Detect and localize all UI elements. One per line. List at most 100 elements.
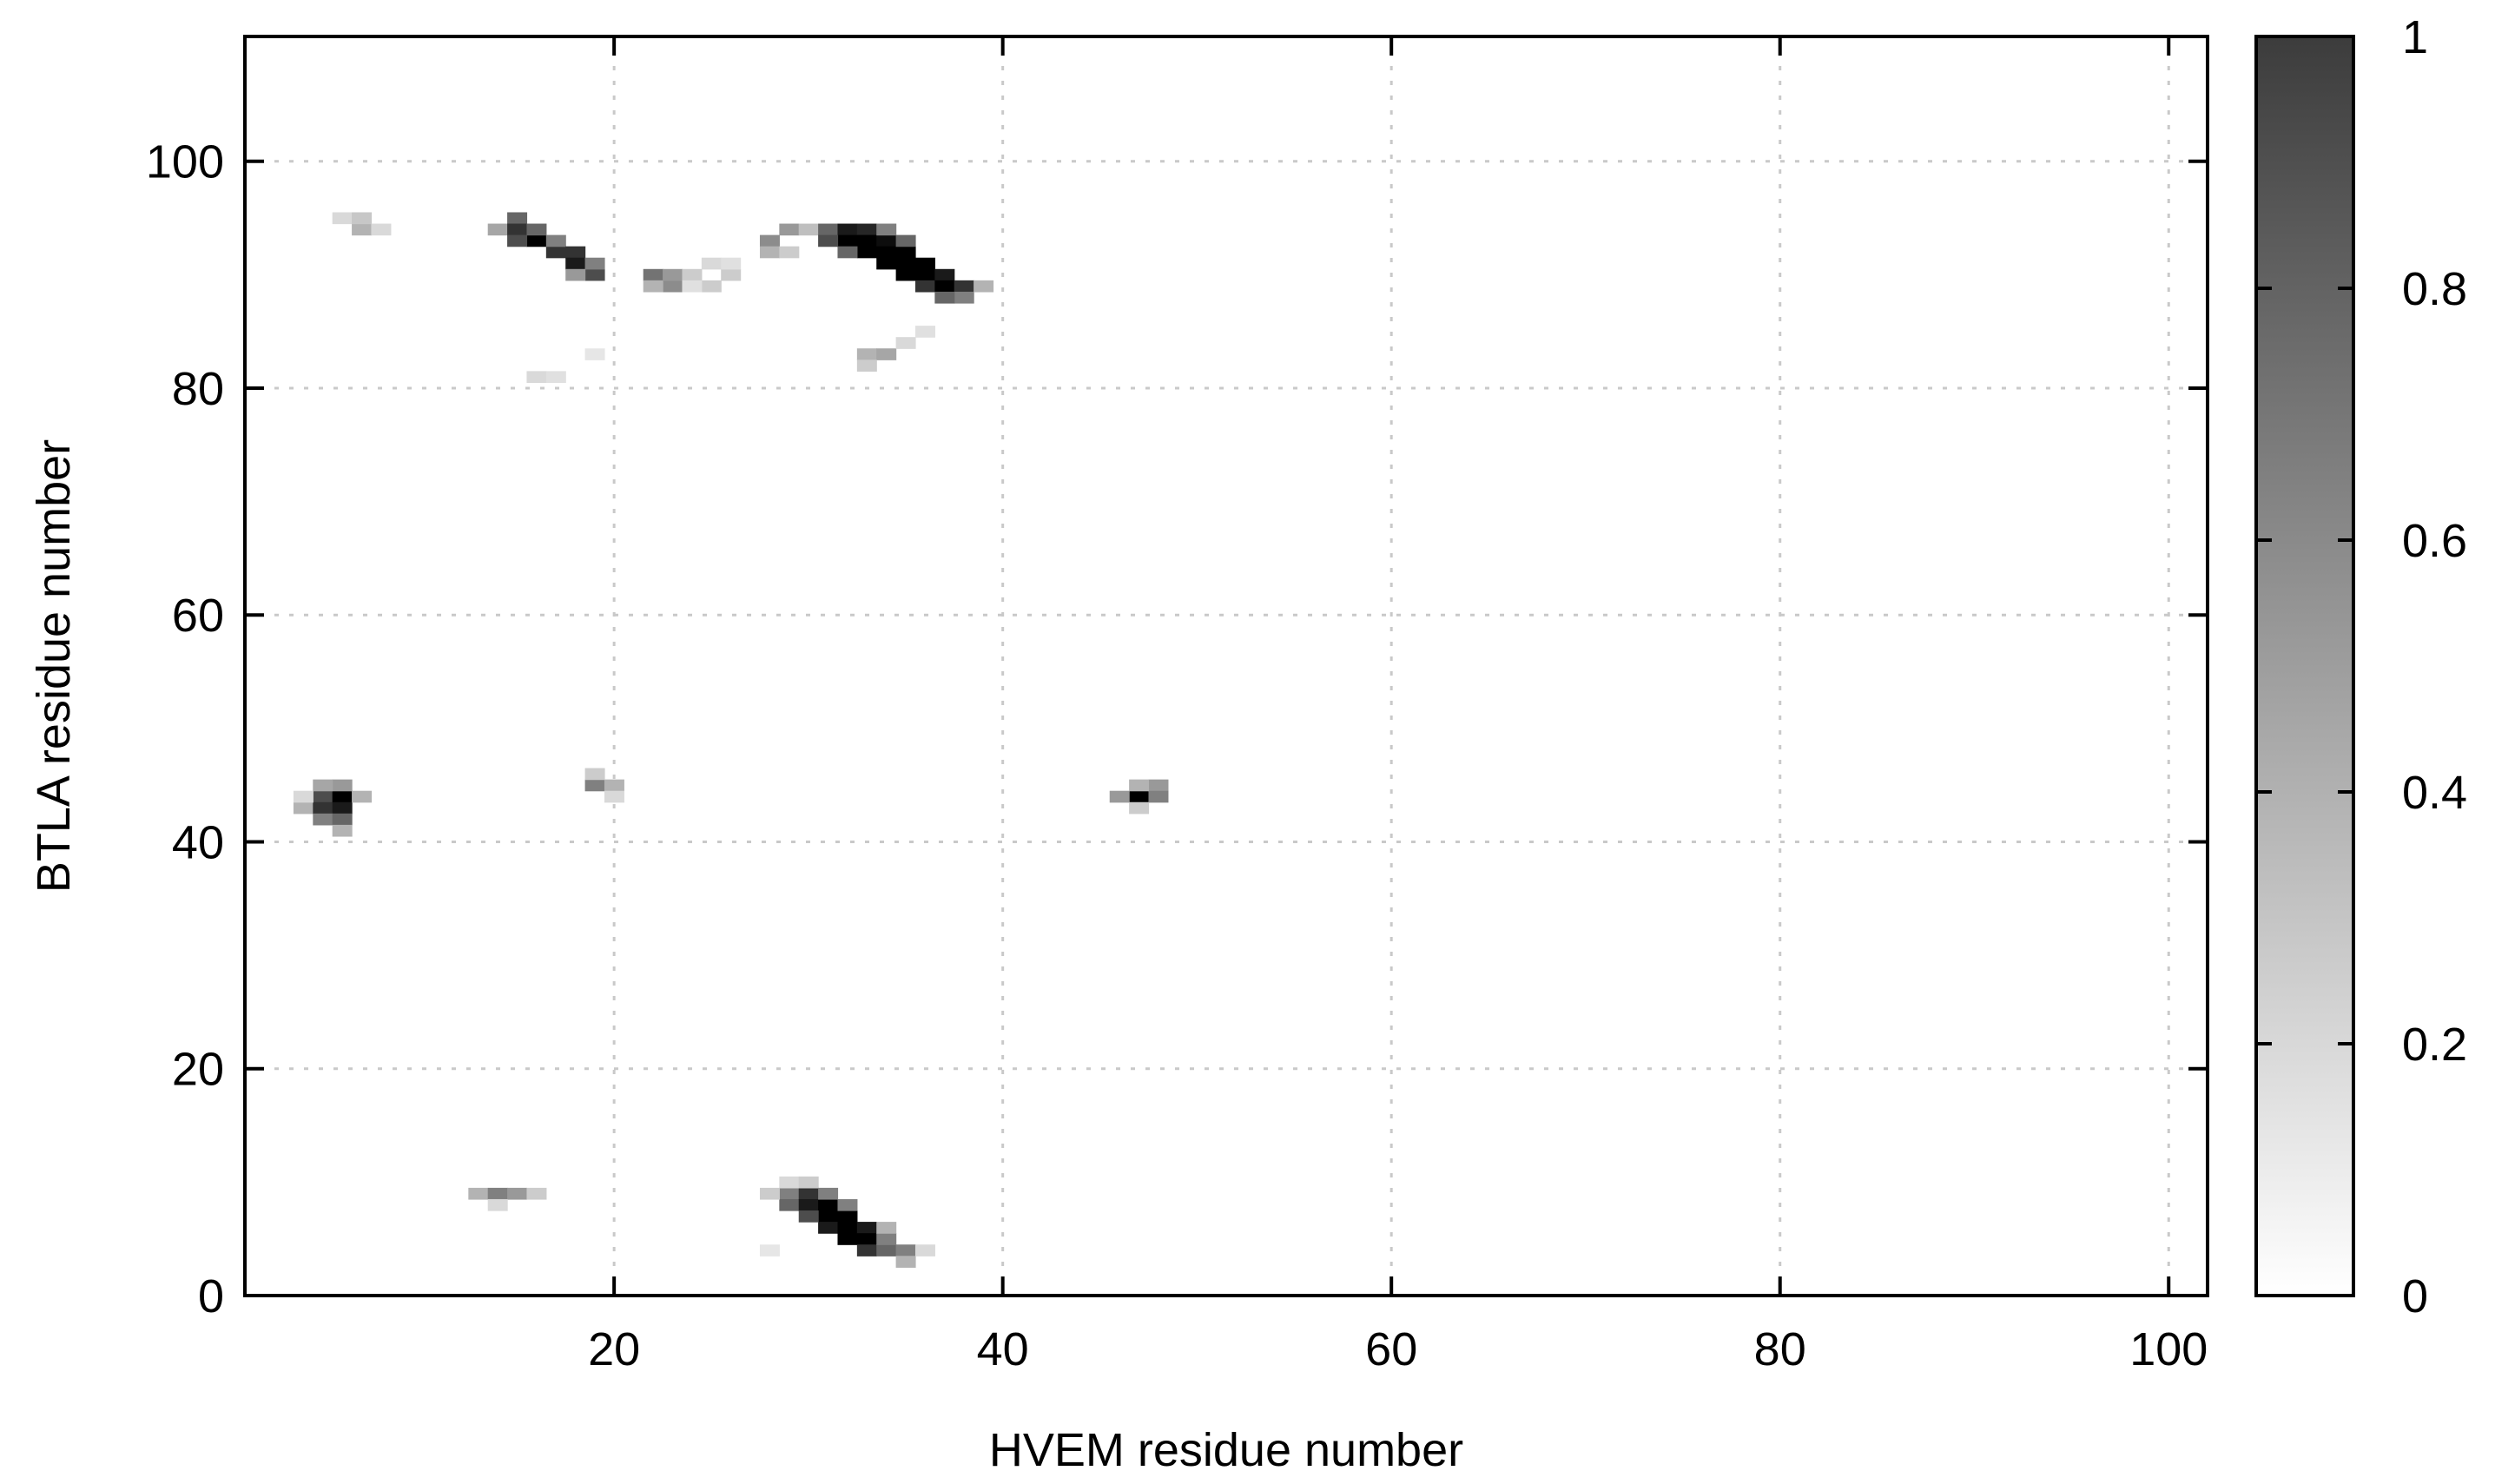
heatmap-cell [818,1222,839,1234]
heatmap-cell [584,779,605,792]
heatmap-cell [856,1244,877,1256]
x-axis-title: HVEM residue number [989,1424,1463,1476]
heatmap-cell [798,223,819,236]
y-tick-label: 20 [172,1044,224,1096]
x-tick-label: 60 [1365,1323,1417,1375]
heatmap-cell [895,337,916,349]
heatmap-cell [352,790,373,803]
heatmap-cell [818,1198,839,1211]
heatmap-cell [895,257,916,270]
heatmap-cell [604,779,624,792]
heatmap-cell [584,348,605,360]
heatmap-cell [545,234,566,247]
heatmap-cell [1109,790,1130,803]
heatmap-cell [895,1256,916,1268]
heatmap-cell [876,348,897,360]
heatmap-cell [779,246,800,259]
heatmap-cell [332,790,353,803]
heatmap-cell [914,326,935,338]
heatmap-cell [487,1187,508,1200]
heatmap-cell [837,223,858,236]
heatmap-cell [934,280,955,293]
heatmap-cell [701,257,722,270]
heatmap-cell [759,1187,780,1200]
heatmap-cell [701,280,722,293]
heatmap-cell [487,1198,508,1211]
heatmap-cell [798,1198,819,1211]
heatmap-cell [895,234,916,247]
heatmap-cell [371,223,392,236]
heatmap-cell [837,246,858,259]
heatmap-cell [856,246,877,259]
heatmap-cell [876,1244,897,1256]
heatmap-cell [934,291,955,304]
heatmap-cell [721,268,742,281]
y-tick-label: 40 [172,816,224,868]
heatmap-cell [914,257,935,270]
heatmap-cell [856,234,877,247]
heatmap-cell [313,790,333,803]
heatmap-cell [584,268,605,281]
heatmap-cell [545,246,566,259]
heatmap-cell [584,768,605,781]
heatmap-cell [779,1187,800,1200]
heatmap-cell [798,1210,819,1223]
heatmap-cell [798,1187,819,1200]
heatmap-cell [856,348,877,360]
heatmap-cell [856,223,877,236]
x-tick-label: 40 [977,1323,1029,1375]
heatmap-cell [914,268,935,281]
heatmap-cell [895,246,916,259]
heatmap-cell [1129,801,1150,815]
heatmap-cell [332,801,353,815]
heatmap-cell [584,257,605,270]
y-axis-title: BTLA residue number [28,439,80,893]
y-tick-label: 60 [172,590,224,642]
heatmap-cell [565,268,586,281]
heatmap-cell [565,246,586,259]
colorbar-tick-label: 0.6 [2402,515,2467,567]
y-tick-label: 100 [146,136,224,188]
heatmap-cell [876,246,897,259]
heatmap-cell [876,234,897,247]
heatmap-cell [313,801,333,815]
heatmap-cell [663,280,683,293]
heatmap-cell [293,790,314,803]
heatmap-cell [468,1187,489,1200]
colorbar-ticks [2256,35,2353,1297]
heatmap-cell [818,223,839,236]
heatmap-cell [876,223,897,236]
heatmap-cell [876,257,897,270]
heatmap-cell [837,1233,858,1245]
heatmap-cell [759,1244,780,1256]
heatmap-cell [643,280,663,293]
heatmap-cell [934,268,955,281]
heatmap-cell [954,291,974,304]
heatmap-cell [895,1244,916,1256]
heatmap-cell [643,268,663,281]
x-tick-labels: 20 40 60 80 100 [588,1323,2208,1375]
heatmap-cell [682,280,703,293]
heatmap-cell [837,1198,858,1211]
y-tick-label: 80 [172,363,224,415]
x-tick-label: 20 [588,1323,640,1375]
heatmap-cell [663,268,683,281]
heatmap-cell [565,257,586,270]
heatmap-cell [1148,790,1169,803]
heatmap-cell [332,813,353,826]
heatmap-cell [526,371,547,384]
heatmap-cell [856,1222,877,1234]
heatmap-cell [293,801,314,815]
heatmap-cell [837,234,858,247]
heatmap-cell [818,1210,839,1223]
heatmap-cell [352,212,373,225]
heatmap-cell [779,1198,800,1211]
heatmap-cell [914,1244,935,1256]
heatmap-cell [876,1222,897,1234]
heatmap-cell [545,371,566,384]
heatmap-cell [1129,779,1150,792]
heatmap-cell [779,1176,800,1189]
heatmap-cell [876,1233,897,1245]
heatmap-cell [856,359,877,372]
